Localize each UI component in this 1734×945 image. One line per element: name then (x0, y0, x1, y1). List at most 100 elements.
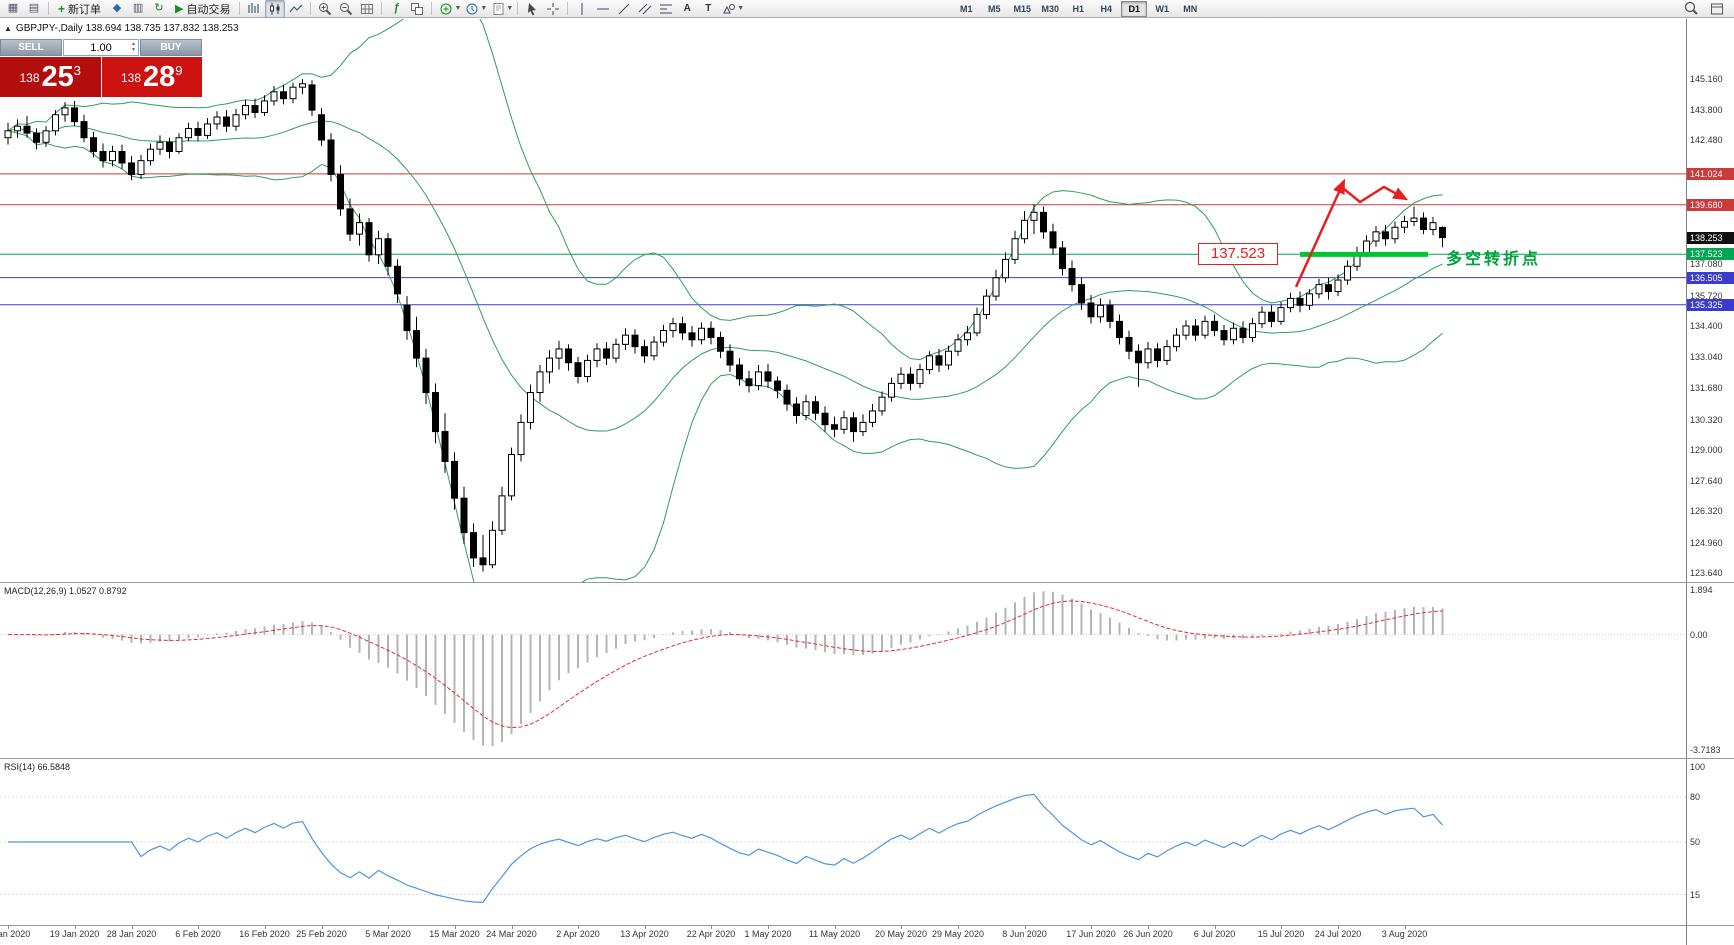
fibonacci-tool-icon[interactable] (656, 0, 676, 18)
panel-separator[interactable] (0, 758, 1734, 759)
sell-button[interactable]: SELL (0, 39, 62, 56)
time-axis-tick (74, 926, 76, 929)
time-axis-tick (1148, 926, 1149, 929)
price-axis-tick: 135.720 (1690, 290, 1723, 301)
market-watch-icon[interactable]: ◆ (112, 2, 122, 14)
timeframe-button-m30[interactable]: M30 (1041, 3, 1059, 14)
refresh-icon[interactable]: ↻ (154, 2, 164, 14)
toolbar-separator (517, 2, 519, 15)
timeframe-button-d1[interactable]: D1 (1121, 0, 1148, 17)
tile-windows-icon[interactable] (407, 0, 427, 18)
price-axis-tick: 131.680 (1690, 383, 1723, 394)
sell-price-button[interactable]: 138 25 3 (0, 57, 101, 97)
text-tool-icon[interactable]: A (683, 2, 691, 14)
timeframe-button-mn[interactable]: MN (1183, 3, 1198, 14)
autotrading-play-icon: ▶ (175, 3, 184, 15)
new-order-button[interactable]: + 新订单 (53, 1, 106, 17)
sell-price-pip: 3 (73, 63, 82, 78)
panel-separator[interactable] (0, 582, 1734, 583)
add-indicator-icon[interactable] (436, 0, 456, 18)
buy-price-big: 28 (143, 61, 176, 93)
time-axis-label: 24 Jul 2020 (1314, 929, 1362, 939)
candlestick-chart-icon[interactable] (265, 0, 286, 18)
buy-price-pip: 9 (175, 63, 183, 78)
lot-size-input[interactable]: 1.00 ▲ ▼ (63, 39, 139, 56)
price-axis-tick: 124.960 (1690, 537, 1723, 548)
rsi-axis-tick: 100 (1690, 762, 1706, 772)
turn-point-annotation[interactable]: 多空转折点 (1446, 251, 1542, 268)
price-axis-tick: 142.480 (1690, 135, 1723, 146)
label-tool-icon[interactable]: T (705, 2, 712, 14)
time-axis-tick (264, 926, 266, 929)
toolbar-separator (239, 2, 241, 15)
timeframe-button-m5[interactable]: M5 (987, 3, 1001, 14)
grid-icon[interactable] (357, 0, 377, 18)
time-axis-tick (768, 926, 769, 929)
buy-price-button[interactable]: 138 28 9 (101, 57, 202, 97)
timeframe-toolbar: M1 M5 M15 M30 H1 H4 D1 W1 MN (953, 0, 1203, 17)
toolbar-separator (431, 2, 433, 15)
add-indicator-dropdown-icon[interactable]: ▼ (454, 5, 462, 12)
shapes-dropdown-icon[interactable]: ▼ (737, 5, 745, 12)
time-axis-label: 6 Feb 2020 (175, 929, 221, 939)
layout-panels-icon[interactable] (1707, 0, 1727, 18)
autotrading-button[interactable]: ▶ 自动交易 (170, 1, 235, 17)
zoom-out-icon[interactable] (336, 0, 356, 18)
time-axis-label: 15 Jul 2020 (1257, 929, 1305, 939)
level-price-annotation[interactable]: 137.523 (1198, 243, 1278, 265)
time-axis-label: 1 May 2020 (744, 929, 792, 939)
timeframe-button-m1[interactable]: M1 (959, 3, 973, 14)
timeframe-button-h4[interactable]: H4 (1100, 3, 1112, 14)
search-icon[interactable] (1681, 0, 1701, 18)
period-dropdown-icon[interactable]: ▼ (480, 5, 488, 12)
lot-down-icon[interactable]: ▼ (131, 47, 136, 53)
time-axis-tick (1281, 926, 1282, 929)
shapes-tool-icon[interactable] (719, 0, 739, 18)
chart-workspace: ▲ GBPJPY-,Daily 138.694 138.735 137.832 … (0, 19, 1734, 945)
price-axis-tick: 145.160 (1690, 73, 1723, 84)
channel-tool-icon[interactable] (635, 0, 655, 18)
buy-button[interactable]: BUY (140, 39, 202, 56)
timeframe-button-m15[interactable]: M15 (1013, 3, 1031, 14)
time-axis-label: 26 Jun 2020 (1123, 929, 1173, 939)
new-chart-icon[interactable]: ▦ (7, 2, 19, 14)
period-clock-icon[interactable] (462, 0, 482, 18)
price-level-badge: 136.505 (1687, 271, 1734, 284)
line-chart-icon[interactable] (286, 0, 306, 18)
bar-chart-icon[interactable] (244, 0, 264, 18)
time-axis-tick (198, 926, 199, 929)
time-axis-tick (1214, 926, 1216, 929)
horizontal-line-tool-icon[interactable] (593, 0, 613, 18)
new-order-icon: + (58, 1, 66, 16)
template-dropdown-icon[interactable]: ▼ (506, 5, 514, 12)
timeframe-button-h1[interactable]: H1 (1072, 3, 1084, 14)
price-level-badge: 137.523 (1687, 248, 1734, 261)
macd-panel[interactable] (0, 583, 1686, 758)
time-axis-label: 3 Aug 2020 (1381, 929, 1428, 939)
crosshair-icon[interactable] (543, 0, 563, 18)
time-axis-label: 29 May 2020 (931, 929, 985, 939)
time-axis-label: 19 Jan 2020 (49, 929, 100, 939)
time-axis-label: 28 Jan 2020 (106, 929, 157, 939)
cursor-icon[interactable] (522, 0, 542, 18)
vertical-line-tool-icon[interactable] (572, 0, 592, 18)
template-icon[interactable] (488, 0, 508, 18)
timeframe-button-w1[interactable]: W1 (1155, 3, 1169, 14)
profiles-icon[interactable]: ▤ (28, 2, 40, 14)
price-axis-tick: 133.040 (1690, 352, 1723, 363)
lot-spinner[interactable]: ▲ ▼ (131, 41, 136, 53)
collapse-trade-panel-icon[interactable]: ▲ (4, 24, 12, 33)
main-chart[interactable] (0, 19, 1686, 582)
data-window-icon[interactable]: ▥ (132, 2, 144, 14)
lot-up-icon[interactable]: ▲ (131, 41, 136, 47)
price-axis-tick: 127.640 (1690, 476, 1723, 487)
buy-price-prefix: 138 (120, 71, 142, 85)
trendline-tool-icon[interactable] (614, 0, 634, 18)
zoom-in-icon[interactable] (315, 0, 335, 18)
indicators-icon[interactable]: ƒ (393, 2, 400, 14)
rsi-panel[interactable] (0, 759, 1686, 925)
time-axis-label: 22 Apr 2020 (686, 929, 736, 939)
time-axis-label: 5 Mar 2020 (365, 929, 411, 939)
new-order-label: 新订单 (68, 3, 102, 16)
